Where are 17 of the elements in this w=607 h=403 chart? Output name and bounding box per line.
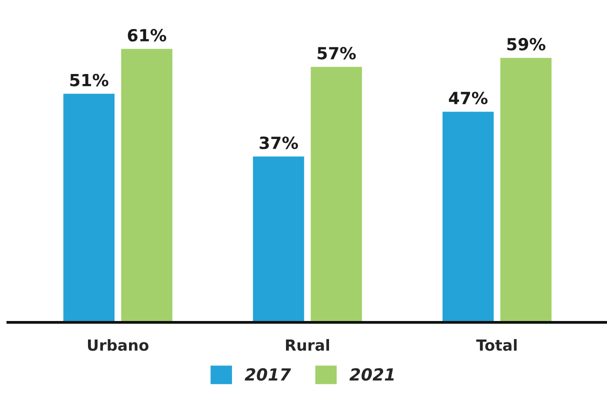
data-label: 37%	[260, 136, 298, 150]
data-label: 47%	[448, 92, 488, 104]
data-label: 57%	[318, 46, 356, 60]
bar	[63, 94, 115, 322]
x-tick-label: Total	[476, 339, 517, 351]
legend-label: 2017	[244, 368, 291, 381]
bar	[442, 112, 494, 322]
data-label: 51%	[70, 74, 108, 86]
data-label: 61%	[128, 28, 166, 42]
bar	[252, 156, 304, 322]
x-tick-label: Urbano	[88, 339, 148, 351]
bar	[500, 58, 552, 322]
legend-label: 2021	[349, 368, 394, 381]
bar	[121, 48, 172, 322]
bar	[310, 66, 362, 322]
x-tick-label: Rural	[286, 339, 330, 351]
data-label: 59%	[507, 38, 546, 51]
